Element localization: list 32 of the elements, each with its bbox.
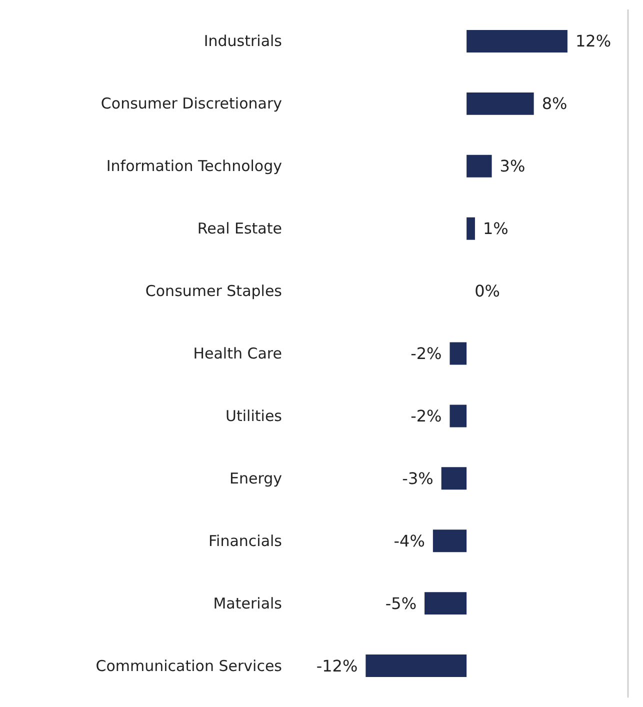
bar: [466, 30, 568, 52]
data-label: -12%: [316, 656, 358, 676]
y-tick-label: Energy: [229, 469, 282, 488]
data-label: 0%: [474, 282, 500, 301]
bar: [424, 592, 467, 615]
bar: [450, 342, 467, 365]
data-label: 1%: [482, 219, 508, 238]
y-tick-label: Industrials: [204, 32, 282, 50]
bar: [366, 654, 467, 678]
bar: [466, 217, 475, 240]
data-label: -2%: [410, 406, 442, 426]
y-tick-label: Materials: [213, 594, 282, 612]
y-tick-label: Consumer Discretionary: [100, 94, 282, 113]
data-label: -2%: [410, 344, 442, 363]
y-tick-label: Consumer Staples: [145, 282, 282, 300]
data-label: -5%: [385, 594, 417, 613]
data-label: 8%: [542, 94, 568, 114]
y-tick-label: Financials: [208, 532, 282, 550]
y-tick-label: Health Care: [193, 344, 282, 362]
bar: [466, 154, 492, 178]
y-tick-label: Utilities: [226, 406, 282, 425]
bar: [432, 530, 467, 552]
bar: [441, 467, 467, 490]
data-label: 3%: [500, 156, 526, 176]
data-label: 12%: [575, 32, 612, 51]
y-tick-label: Real Estate: [197, 220, 282, 238]
bar: [466, 92, 534, 115]
data-label: -4%: [394, 531, 425, 550]
data-label: -3%: [402, 468, 434, 488]
bar: [450, 404, 467, 428]
y-tick-label: Information Technology: [106, 157, 282, 176]
y-tick-label: Communication Services: [96, 656, 282, 675]
